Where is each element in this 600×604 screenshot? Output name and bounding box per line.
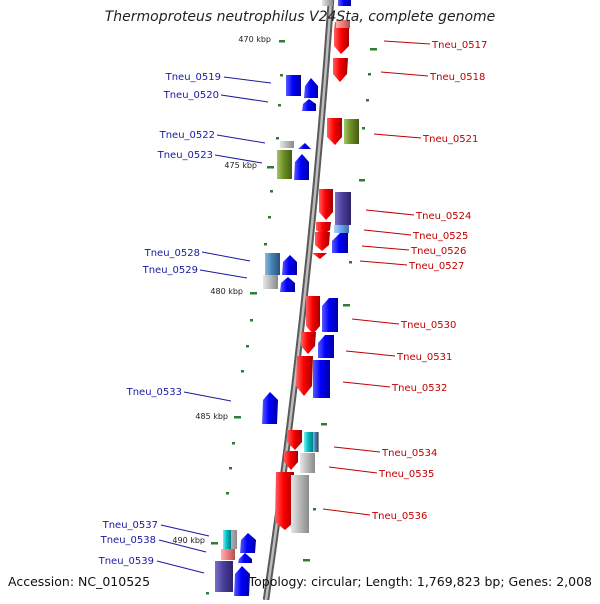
gene-label[interactable]: Tneu_0531 <box>396 352 452 363</box>
right-leader-lines <box>322 40 431 516</box>
topology-stats: Topology: circular; Length: 1,769,823 bp… <box>248 574 592 589</box>
gene-Tneu_0527[interactable] <box>312 253 327 259</box>
gene-label[interactable]: Tneu_0529 <box>142 265 198 276</box>
gene-label[interactable]: Tneu_0527 <box>408 261 464 272</box>
gene-feature[interactable] <box>318 335 334 358</box>
gene-label[interactable]: Tneu_0539 <box>98 556 154 567</box>
gene-feature[interactable] <box>294 154 309 180</box>
gene-Tneu_0526[interactable] <box>315 232 330 251</box>
gene-Tneu_0518[interactable] <box>333 58 348 82</box>
scale-label: 475 kbp <box>224 161 257 170</box>
gene-feature[interactable] <box>304 78 318 98</box>
gene-label[interactable]: Tneu_0517 <box>431 40 487 51</box>
gene-feature[interactable] <box>334 225 349 233</box>
gene-feature[interactable] <box>238 553 252 563</box>
gene-label[interactable]: Tneu_0518 <box>429 72 485 83</box>
gene-label[interactable]: Tneu_0533 <box>126 387 182 398</box>
gene-feature[interactable] <box>234 566 250 596</box>
gene-Tneu_0523[interactable] <box>277 150 292 179</box>
gene-label[interactable]: Tneu_0524 <box>415 211 471 222</box>
gene-Tneu_0531[interactable] <box>301 332 316 354</box>
gene-Tneu_0539[interactable] <box>215 561 233 592</box>
gene-label[interactable]: Tneu_0519 <box>165 72 221 83</box>
gene-feature[interactable] <box>335 192 351 225</box>
forward-strand-genes <box>275 0 359 533</box>
position-ticks <box>206 40 377 595</box>
gene-feature[interactable] <box>304 432 313 452</box>
gene-label[interactable]: Tneu_0537 <box>102 520 158 531</box>
scale-label: 485 kbp <box>195 412 228 421</box>
gene-Tneu_0535[interactable] <box>284 451 298 470</box>
gene-Tneu_0522[interactable] <box>280 141 294 148</box>
gene-feature[interactable] <box>336 20 350 28</box>
right-gene-labels: Tneu_0517 Tneu_0518 Tneu_0521 Tneu_0524 … <box>371 40 487 522</box>
gene-feature[interactable] <box>291 475 309 533</box>
gene-feature[interactable] <box>313 360 330 398</box>
gene-label[interactable]: Tneu_0534 <box>381 448 437 459</box>
gene-Tneu_0524[interactable] <box>319 189 333 220</box>
gene-Tneu_0530[interactable] <box>306 296 320 334</box>
left-leader-lines <box>156 76 272 574</box>
gene-feature[interactable] <box>313 432 318 452</box>
scale-labels: 470 kbp 475 kbp 480 kbp 485 kbp 490 kbp <box>172 35 271 545</box>
gene-label[interactable]: Tneu_0528 <box>144 248 200 259</box>
gene-label[interactable]: Tneu_0538 <box>100 535 156 546</box>
gene-label[interactable]: Tneu_0521 <box>422 134 478 145</box>
gene-feature[interactable] <box>332 233 348 253</box>
scale-label: 480 kbp <box>210 287 243 296</box>
gene-Tneu_0519[interactable] <box>286 75 301 96</box>
gene-label[interactable]: Tneu_0522 <box>159 130 215 141</box>
gene-feature[interactable] <box>282 255 297 275</box>
gene-feature[interactable] <box>280 277 295 292</box>
gene-label[interactable]: Tneu_0532 <box>391 383 447 394</box>
gene-Tneu_0521[interactable] <box>327 118 342 145</box>
gene-Tneu_0534[interactable] <box>287 430 302 450</box>
gene-Tneu_0533[interactable] <box>262 392 278 424</box>
scale-label: 470 kbp <box>238 35 271 44</box>
gene-Tneu_0529[interactable] <box>263 275 278 289</box>
gene-Tneu_0525[interactable] <box>316 222 331 235</box>
gene-feature[interactable] <box>322 0 333 6</box>
gene-feature[interactable] <box>338 0 351 6</box>
gene-label[interactable]: Tneu_0535 <box>378 469 434 480</box>
gene-feature[interactable] <box>240 533 256 553</box>
gene-Tneu_0538[interactable] <box>221 549 235 560</box>
accession-text: Accession: NC_010525 <box>8 574 151 589</box>
gene-Tneu_0517[interactable] <box>334 22 350 54</box>
gene-feature[interactable] <box>223 530 231 549</box>
gene-label[interactable]: Tneu_0520 <box>163 90 219 101</box>
gene-Tneu_0528[interactable] <box>265 253 280 275</box>
gene-feature[interactable] <box>322 298 338 332</box>
gene-feature[interactable] <box>300 453 315 473</box>
gene-feature[interactable] <box>298 143 311 149</box>
gene-Tneu_0520[interactable] <box>302 99 316 111</box>
reverse-strand-genes <box>215 75 318 596</box>
scale-label: 490 kbp <box>172 536 205 545</box>
gene-feature[interactable] <box>344 119 359 144</box>
left-gene-labels: Tneu_0519 Tneu_0520 Tneu_0522 Tneu_0523 … <box>98 72 221 567</box>
gene-label[interactable]: Tneu_0525 <box>412 231 468 242</box>
gene-label[interactable]: Tneu_0530 <box>400 320 456 331</box>
gene-label[interactable]: Tneu_0523 <box>157 150 213 161</box>
gene-label[interactable]: Tneu_0526 <box>410 246 466 257</box>
genome-title: Thermoproteus neutrophilus V24Sta, compl… <box>104 9 496 25</box>
gene-Tneu_0536[interactable] <box>275 472 294 530</box>
gene-Tneu_0532[interactable] <box>296 356 313 396</box>
gene-label[interactable]: Tneu_0536 <box>371 511 427 522</box>
